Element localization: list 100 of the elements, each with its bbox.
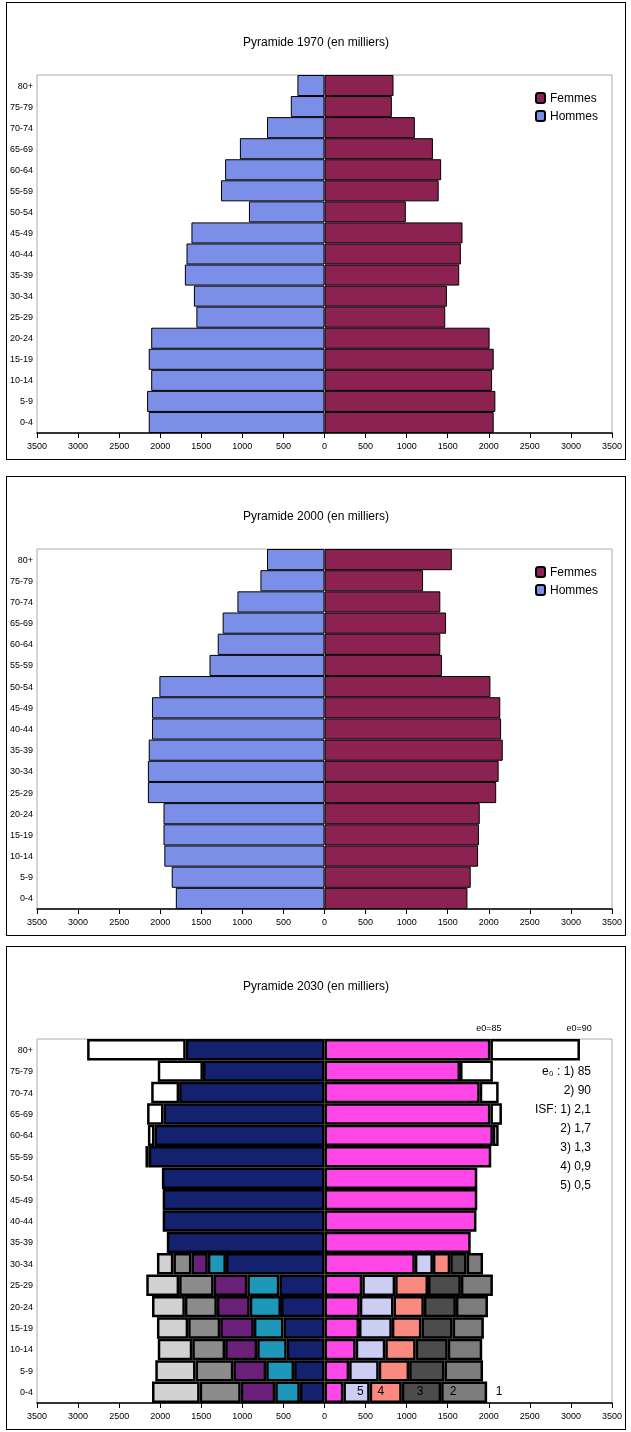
x-tick-label: 3500 — [601, 916, 622, 927]
y-tick-label: 0-4 — [20, 1387, 34, 1398]
y-tick-label: 30-34 — [9, 1258, 34, 1269]
annotation: 4) 0,9 — [560, 1158, 592, 1173]
y-tick-label: 0-4 — [20, 417, 34, 428]
y-tick-label: 50-54 — [9, 206, 34, 217]
x-tick-label: 3000 — [560, 440, 581, 451]
y-tick-label: 25-29 — [9, 312, 34, 323]
y-tick-label: 5-9 — [20, 1365, 34, 1376]
y-tick-label: 40-44 — [9, 249, 34, 259]
annotation: 2) 90 — [563, 1082, 592, 1097]
y-tick-label: 55-59 — [9, 660, 34, 671]
y-tick-label: 5-9 — [20, 872, 34, 883]
x-tick-label: 1000 — [232, 440, 253, 451]
y-tick-label: 75-79 — [9, 575, 34, 586]
y-tick-label: 30-34 — [9, 291, 34, 302]
x-tick-label: 1500 — [191, 1410, 212, 1421]
x-tick-label: 3000 — [560, 1410, 581, 1421]
x-tick-label: 1000 — [396, 916, 417, 927]
x-tick-label: 3000 — [68, 1410, 89, 1421]
y-tick-label: 35-39 — [9, 1237, 34, 1248]
annotation: 3 — [416, 1384, 424, 1399]
y-tick-label: 10-14 — [9, 851, 34, 862]
x-tick-label: 2500 — [519, 1410, 540, 1421]
y-tick-label: 80+ — [17, 80, 34, 91]
text: e0=90 — [566, 1022, 592, 1033]
x-tick-label: 500 — [275, 916, 291, 927]
y-tick-label: 35-39 — [9, 270, 34, 281]
x-tick-label: 1500 — [437, 916, 458, 927]
chart-title: Pyramide 2000 (en milliers) — [242, 509, 390, 523]
y-tick-label: 75-79 — [9, 1066, 34, 1077]
x-tick-label: 500 — [275, 440, 291, 451]
x-tick-label: 1500 — [191, 440, 212, 451]
y-tick-label: 65-69 — [9, 143, 34, 154]
legend-label: Femmes — [549, 91, 597, 105]
y-tick-label: 15-19 — [9, 829, 34, 840]
y-tick-label: 20-24 — [9, 808, 34, 819]
y-tick-label: 70-74 — [9, 596, 34, 607]
y-tick-label: 10-14 — [9, 1344, 34, 1355]
x-tick-label: 1500 — [437, 1410, 458, 1421]
y-tick-label: 35-39 — [9, 745, 34, 756]
y-tick-label: 75-79 — [9, 101, 34, 112]
y-tick-label: 70-74 — [9, 1087, 34, 1098]
y-tick-label: 25-29 — [9, 787, 34, 798]
x-tick-label: 3000 — [560, 916, 581, 927]
x-tick-label: 500 — [358, 440, 374, 451]
y-tick-label: 15-19 — [9, 1323, 34, 1334]
x-tick-label: 3500 — [601, 1410, 622, 1421]
y-tick-label: 60-64 — [9, 1130, 34, 1141]
annotation: 4 — [377, 1384, 385, 1399]
y-tick-label: 40-44 — [9, 1216, 34, 1226]
x-tick-label: 2000 — [150, 1410, 171, 1421]
x-tick-label: 500 — [358, 916, 374, 927]
x-tick-label: 2500 — [519, 916, 540, 927]
x-tick-label: 2500 — [109, 916, 130, 927]
text: e0=85 — [476, 1022, 502, 1033]
annotation: 5 — [356, 1384, 364, 1399]
x-tick-label: 500 — [358, 1410, 374, 1421]
y-tick-label: 5-9 — [20, 396, 34, 407]
x-tick-label: 2000 — [150, 916, 171, 927]
annotation: 1 — [495, 1384, 503, 1399]
legend-label: Hommes — [549, 109, 599, 123]
y-tick-label: 55-59 — [9, 1151, 34, 1162]
x-tick-label: 1500 — [191, 916, 212, 927]
y-tick-label: 25-29 — [9, 1280, 34, 1291]
x-tick-label: 0 — [322, 440, 328, 451]
legend-label: Hommes — [549, 583, 599, 597]
y-tick-label: 45-49 — [9, 702, 34, 713]
annotation: 3) 1,3 — [560, 1139, 592, 1154]
y-tick-label: 20-24 — [9, 1301, 34, 1312]
x-tick-label: 0 — [322, 916, 328, 927]
annotation: ISF: 1) 2,1 — [534, 1101, 592, 1116]
x-tick-label: 2000 — [150, 440, 171, 451]
x-tick-label: 0 — [322, 1410, 328, 1421]
x-tick-label: 2000 — [478, 916, 499, 927]
x-tick-label: 3500 — [27, 1410, 48, 1421]
x-tick-label: 1000 — [232, 1410, 253, 1421]
y-tick-label: 80+ — [17, 554, 34, 565]
x-tick-label: 2500 — [519, 440, 540, 451]
x-tick-label: 2500 — [109, 1410, 130, 1421]
y-tick-label: 20-24 — [9, 333, 34, 344]
chart-title: Pyramide 2030 (en milliers) — [242, 979, 390, 993]
y-tick-label: 0-4 — [20, 893, 34, 904]
x-tick-label: 1500 — [437, 440, 458, 451]
y-tick-label: 65-69 — [9, 1108, 34, 1119]
x-tick-label: 3500 — [27, 916, 48, 927]
x-tick-label: 1000 — [396, 440, 417, 451]
x-tick-label: 3500 — [27, 440, 48, 451]
x-tick-label: 1000 — [232, 916, 253, 927]
x-tick-label: 1000 — [396, 1410, 417, 1421]
y-tick-label: 80+ — [17, 1044, 34, 1055]
annotation: 2) 1,7 — [560, 1120, 592, 1135]
y-tick-label: 45-49 — [9, 1194, 34, 1205]
x-tick-label: 3000 — [68, 916, 89, 927]
y-tick-label: 55-59 — [9, 185, 34, 196]
y-tick-label: 50-54 — [9, 1173, 34, 1184]
y-tick-label: 50-54 — [9, 681, 34, 692]
legend-label: Femmes — [549, 565, 597, 579]
x-tick-label: 2000 — [478, 440, 499, 451]
x-tick-label: 2000 — [478, 1410, 499, 1421]
